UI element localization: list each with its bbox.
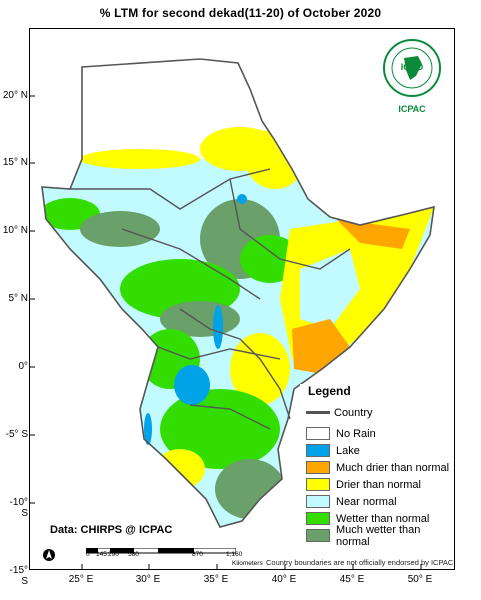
- legend-item-label: Country: [334, 406, 373, 419]
- lat-label-10s: -10° S: [9, 497, 28, 519]
- scale-tick-label: 1,160: [226, 551, 243, 558]
- legend-swatch: [306, 478, 330, 491]
- lat-label-15n: 15° N: [2, 157, 28, 168]
- boundary-disclaimer: Country boundaries are not officially en…: [266, 558, 454, 567]
- legend-item-label: Near normal: [336, 495, 397, 508]
- logo-org-label: ICPAC: [398, 104, 426, 114]
- legend-item-label: Wetter than normal: [336, 512, 430, 525]
- legend-item-label: Lake: [336, 444, 360, 457]
- lat-label-5n: 5° N: [8, 293, 28, 304]
- logo-igad-text: IGAD: [401, 62, 424, 72]
- country-line-swatch: [306, 411, 330, 414]
- legend-item-label: Much wetter than normal: [336, 523, 421, 548]
- scale-unit-label: Kilometers: [232, 560, 263, 567]
- legend-swatch: [306, 427, 330, 440]
- scale-tick-label: 580: [128, 551, 139, 558]
- lat-label-20n: 20° N: [2, 90, 28, 101]
- lat-label-0: 0°: [18, 361, 28, 372]
- scale-bar: [86, 548, 236, 554]
- lat-label-15s: -15° S: [9, 565, 28, 587]
- legend-swatch: [306, 529, 330, 542]
- map-title: % LTM for second dekad(11-20) of October…: [99, 6, 382, 20]
- rainfall-map: [30, 58, 435, 569]
- map-frame: [29, 28, 455, 570]
- lon-label-40e: 40° E: [271, 574, 297, 585]
- legend-item-no-rain: No Rain: [300, 425, 450, 442]
- legend: Legend Country No Rain Lake Much drier t…: [300, 384, 450, 548]
- data-source-label: Data: CHIRPS @ ICPAC: [50, 524, 173, 536]
- scale-tick-label: 0: [86, 551, 90, 558]
- lon-label-35e: 35° E: [203, 574, 229, 585]
- lon-label-50e: 50° E: [407, 574, 433, 585]
- legend-swatch: [306, 512, 330, 525]
- scale-tick-label: 870: [192, 551, 203, 558]
- legend-item-drier: Drier than normal: [300, 476, 450, 493]
- legend-item-near-normal: Near normal: [300, 493, 450, 510]
- legend-item-label: Drier than normal: [336, 478, 421, 491]
- legend-item-much-drier: Much drier than normal: [300, 459, 450, 476]
- legend-item-lake: Lake: [300, 442, 450, 459]
- scale-tick-label: 290: [108, 551, 119, 558]
- lon-label-25e: 25° E: [68, 574, 94, 585]
- legend-swatch: [306, 461, 330, 474]
- legend-item-label: No Rain: [336, 427, 376, 440]
- lon-label-30e: 30° E: [135, 574, 161, 585]
- lat-label-5s: -5° S: [5, 429, 28, 440]
- igad-logo-icon: IGAD: [383, 39, 441, 97]
- legend-title: Legend: [308, 384, 351, 398]
- lon-label-45e: 45° E: [339, 574, 365, 585]
- legend-item-much-wetter: Much wetter than normal: [300, 524, 450, 548]
- scale-tick-label: 145: [96, 551, 107, 558]
- legend-swatch: [306, 444, 330, 457]
- legend-item-wetter: Wetter than normal: [300, 510, 450, 527]
- legend-swatch: [306, 495, 330, 508]
- north-arrow-icon: [43, 549, 55, 561]
- lat-label-10n: 10° N: [2, 225, 28, 236]
- legend-item-country: Country: [300, 404, 450, 421]
- legend-item-label: Much drier than normal: [336, 461, 450, 474]
